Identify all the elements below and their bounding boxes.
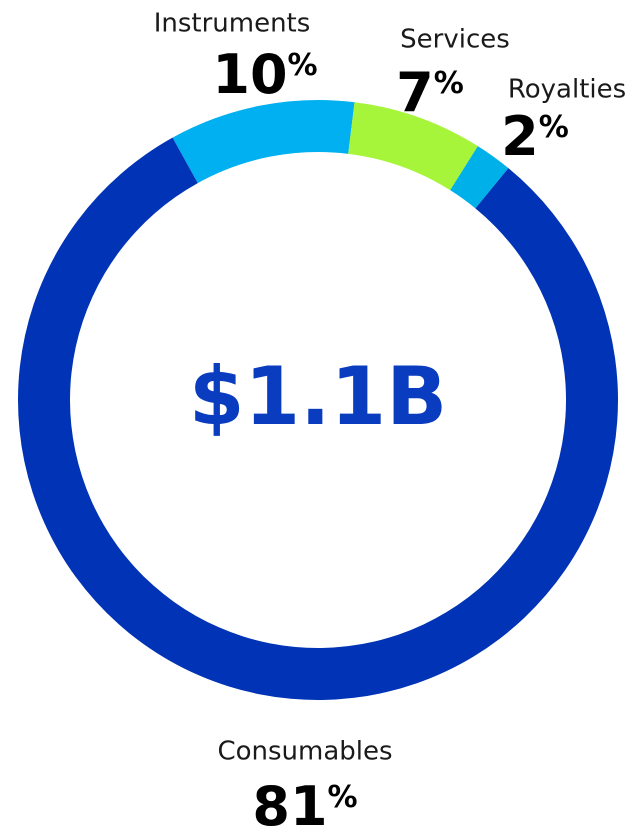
category-label: Instruments — [154, 9, 311, 39]
category-label: Royalties — [508, 75, 626, 105]
category-label: Consumables — [217, 737, 392, 767]
value-label: 2% — [501, 105, 569, 168]
value-label: 81% — [252, 775, 357, 838]
donut-segment — [172, 99, 355, 184]
value-label: 7% — [396, 61, 464, 124]
value-label: 10% — [212, 43, 317, 106]
category-label: Services — [400, 25, 510, 55]
center-label: $1.1B — [189, 350, 447, 443]
donut-segment — [348, 102, 478, 191]
donut-segment — [450, 146, 509, 209]
